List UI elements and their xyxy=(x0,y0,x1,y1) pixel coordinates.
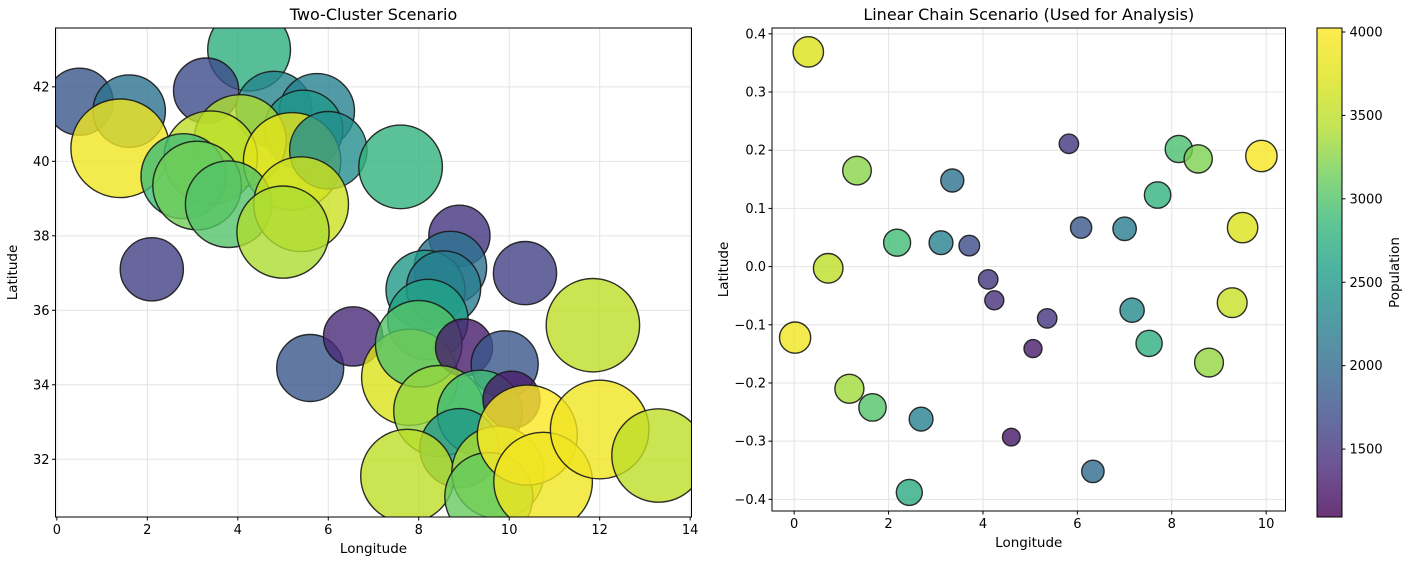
scatter-point xyxy=(1226,211,1259,244)
scatter-point xyxy=(778,321,812,354)
scatter-point xyxy=(611,408,692,503)
x-tick-label: 0 xyxy=(53,523,61,538)
y-tick-label: 0.1 xyxy=(745,202,766,217)
scatter-point xyxy=(882,228,912,257)
scatter-point xyxy=(236,185,330,279)
scatter-point xyxy=(119,236,185,302)
y-tick-label: 0.0 xyxy=(745,260,766,275)
scatter-point xyxy=(360,428,455,517)
colorbar: 1500 2000 2500 3000 3500 4000 Population xyxy=(1316,26,1403,518)
chart-title: Two-Cluster Scenario xyxy=(289,5,458,24)
y-tick-label: −0.2 xyxy=(734,376,766,391)
x-tick-label: 12 xyxy=(591,523,608,538)
y-tick-label: 0.4 xyxy=(745,27,766,42)
scatter-point xyxy=(1119,297,1145,324)
colorbar-tick-label: 1500 xyxy=(1350,443,1383,458)
y-tick-label: −0.1 xyxy=(734,318,766,333)
colorbar-gradient xyxy=(1317,28,1342,517)
x-tick-label: 8 xyxy=(415,523,423,538)
colorbar-tick-label: 3000 xyxy=(1350,192,1383,207)
scatter-points xyxy=(778,36,1278,507)
scatter-point xyxy=(812,252,844,284)
y-tick-label: 34 xyxy=(33,378,50,393)
scatter-point xyxy=(940,168,965,193)
colorbar-label: Population xyxy=(1387,237,1403,308)
scatter-point xyxy=(908,406,934,432)
axes-frame xyxy=(771,27,1286,512)
x-tick-label: 4 xyxy=(234,523,242,538)
chart-title: Linear Chain Scenario (Used for Analysis… xyxy=(863,5,1194,24)
x-tick-label: 10 xyxy=(501,523,518,538)
y-tick-label: 40 xyxy=(33,155,50,170)
scatter-point xyxy=(1143,181,1172,209)
x-tick-label: 8 xyxy=(1168,517,1176,532)
x-tick-label: 14 xyxy=(682,523,699,538)
scatter-point xyxy=(1245,139,1278,173)
x-tick-label: 0 xyxy=(790,517,798,532)
scatter-point xyxy=(1193,347,1225,378)
scatter-point xyxy=(858,392,887,422)
axes-frame xyxy=(55,27,692,518)
scatter-point xyxy=(842,155,873,186)
scatter-point xyxy=(1216,287,1248,319)
scatter-point xyxy=(358,124,444,210)
x-tick-label: 10 xyxy=(1258,517,1275,532)
scatter-point xyxy=(1023,338,1043,359)
scatter-point xyxy=(1135,329,1163,358)
scatter-point xyxy=(545,277,641,373)
y-tick-label: 0.3 xyxy=(745,86,766,101)
colorbar-tick-label: 4000 xyxy=(1350,26,1383,41)
scatter-point xyxy=(492,240,558,306)
x-tick-label: 6 xyxy=(324,523,332,538)
scatter-point xyxy=(1112,216,1138,242)
scatter-point xyxy=(834,373,865,404)
scatter-point xyxy=(1001,427,1021,447)
x-axis-label: Longitude xyxy=(340,541,407,557)
chart-1: 0 2 4 6 8 10 −0.4 −0.3 −0.2 −0.1 0.0 0.1 0.2 0.3 0.4 Li… xyxy=(716,5,1286,551)
scatter-point xyxy=(958,234,981,257)
x-tick-label: 2 xyxy=(884,517,892,532)
y-tick-label: 32 xyxy=(33,453,50,468)
x-axis-label: Longitude xyxy=(995,535,1062,551)
colorbar-tick-label: 2000 xyxy=(1350,359,1383,374)
x-tick-label: 4 xyxy=(979,517,987,532)
colorbar-outline xyxy=(1316,27,1343,518)
y-axis-label: Latitude xyxy=(5,245,21,301)
y-tick-label: 0.2 xyxy=(745,144,766,159)
scatter-point xyxy=(895,478,923,507)
colorbar-tick-label: 3500 xyxy=(1350,109,1383,124)
y-tick-label: 42 xyxy=(33,80,50,95)
scatter-point xyxy=(1036,307,1058,329)
x-tick-label: 2 xyxy=(143,523,151,538)
scatter-point xyxy=(1069,216,1093,239)
scatter-points xyxy=(55,28,692,517)
x-tick-label: 6 xyxy=(1073,517,1081,532)
scatter-point xyxy=(1183,144,1213,174)
scatter-point xyxy=(977,268,999,290)
chart-0: 0 2 4 6 8 10 12 14 32 34 36 38 40 42 Two-Cluster Scena… xyxy=(5,5,699,557)
y-tick-label: −0.3 xyxy=(734,435,766,450)
scatter-point xyxy=(928,230,954,256)
y-tick-label: 38 xyxy=(33,229,50,244)
scatter-point xyxy=(1058,133,1080,155)
y-axis-label: Latitude xyxy=(716,242,732,298)
scatter-point xyxy=(1081,459,1105,484)
colorbar-tick-label: 2500 xyxy=(1350,276,1383,291)
scatter-point xyxy=(792,36,825,68)
y-tick-label: 36 xyxy=(33,304,50,319)
y-tick-label: −0.4 xyxy=(734,493,766,508)
scatter-point xyxy=(984,290,1005,311)
